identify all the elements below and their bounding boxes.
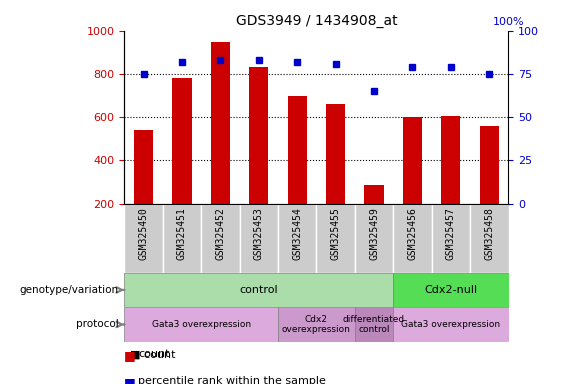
Bar — [124, 273, 393, 307]
Text: ■: ■ — [124, 349, 136, 362]
Bar — [316, 204, 355, 273]
Text: control: control — [240, 285, 278, 295]
Text: protocol: protocol — [76, 319, 119, 329]
Text: genotype/variation: genotype/variation — [20, 285, 119, 295]
Bar — [249, 68, 268, 204]
Text: 100%: 100% — [493, 17, 524, 27]
Bar — [211, 41, 230, 204]
Bar — [124, 204, 163, 273]
Bar — [393, 273, 508, 307]
Bar — [470, 204, 508, 273]
Text: Cdx2
overexpression: Cdx2 overexpression — [282, 315, 351, 334]
Bar — [355, 204, 393, 273]
Bar — [288, 96, 307, 204]
Text: GSM325458: GSM325458 — [484, 207, 494, 260]
Text: GSM325456: GSM325456 — [407, 207, 418, 260]
Bar — [201, 204, 240, 273]
Text: count: count — [138, 349, 170, 359]
Title: GDS3949 / 1434908_at: GDS3949 / 1434908_at — [236, 14, 397, 28]
Text: ■: ■ — [124, 376, 136, 384]
Text: differentiated
control: differentiated control — [343, 315, 405, 334]
Text: ■ count: ■ count — [130, 349, 176, 359]
Text: GSM325457: GSM325457 — [446, 207, 456, 260]
Bar — [364, 185, 384, 204]
Bar — [432, 204, 470, 273]
Text: GSM325450: GSM325450 — [138, 207, 149, 260]
Text: GSM325459: GSM325459 — [369, 207, 379, 260]
Bar — [393, 204, 432, 273]
Text: percentile rank within the sample: percentile rank within the sample — [138, 376, 327, 384]
Bar — [278, 307, 355, 342]
Text: GSM325451: GSM325451 — [177, 207, 187, 260]
Bar — [441, 116, 460, 204]
Text: Gata3 overexpression: Gata3 overexpression — [401, 320, 501, 329]
Bar — [163, 204, 201, 273]
Bar — [240, 204, 278, 273]
Text: GSM325455: GSM325455 — [331, 207, 341, 260]
Text: GSM325452: GSM325452 — [215, 207, 225, 260]
Bar — [480, 126, 499, 204]
Bar — [326, 104, 345, 204]
Bar — [124, 307, 278, 342]
Bar — [172, 78, 192, 204]
Bar — [393, 307, 508, 342]
Bar — [403, 117, 422, 204]
Text: GSM325453: GSM325453 — [254, 207, 264, 260]
Bar — [278, 204, 316, 273]
Text: Cdx2-null: Cdx2-null — [424, 285, 477, 295]
Bar — [355, 307, 393, 342]
Bar — [134, 130, 153, 204]
Text: Gata3 overexpression: Gata3 overexpression — [151, 320, 251, 329]
Text: GSM325454: GSM325454 — [292, 207, 302, 260]
